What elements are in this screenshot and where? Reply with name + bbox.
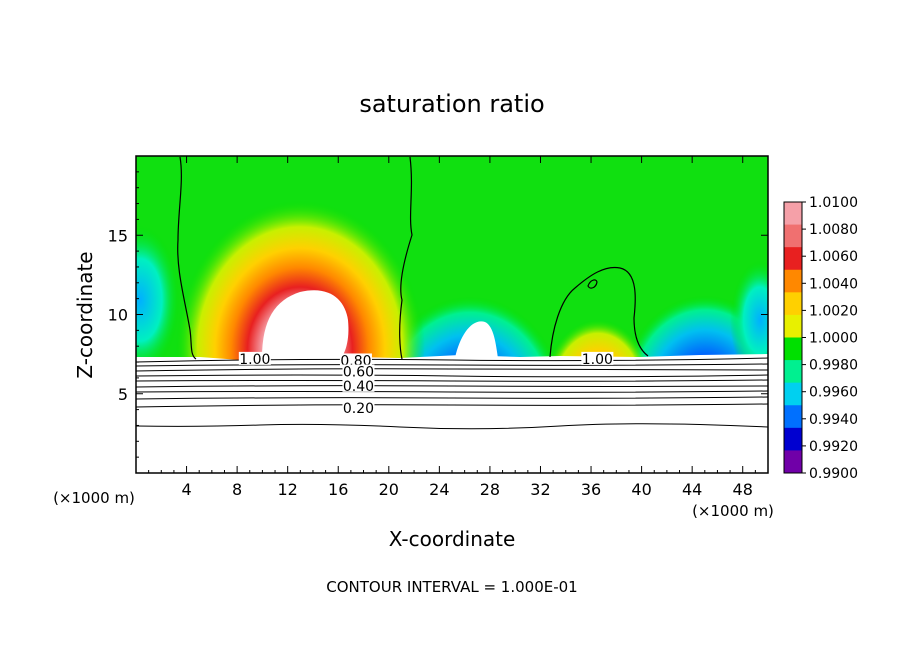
colorbar-swatch: [784, 337, 802, 361]
colorbar: 1.0100 1.0080 1.0060 1.0040 1.0020 1.0000 0.99…: [783, 195, 858, 482]
contour-label: 0.60: [343, 365, 374, 381]
colorbar-swatch: [784, 450, 802, 474]
saturated-core-1: [262, 290, 349, 358]
colorbar-tick-label: 1.0000: [809, 331, 858, 347]
x-unit-right: (×1000 m): [692, 502, 774, 520]
isoline-060: [136, 379, 768, 382]
contour-label-bg: [342, 378, 375, 392]
colorbar-swatch: [784, 202, 802, 226]
contour-label: 1.00: [582, 352, 613, 368]
colorbar-swatch: [784, 314, 802, 338]
saturation-contour-small: [587, 279, 598, 289]
isoline-020: [136, 403, 768, 408]
dry-region-far-right: [730, 260, 768, 380]
colorbar-swatch: [784, 360, 802, 384]
isoline-050: [136, 385, 768, 388]
colorbar-swatch: [784, 405, 802, 429]
saturation-contour-right: [549, 266, 649, 358]
x-axis: 4 8 12 16 20 24 28 32 36 40 44 48: [148, 156, 756, 499]
dry-region-left: [136, 225, 180, 375]
saturated-core-bump-1: [455, 321, 498, 358]
isoline-100: [136, 357, 768, 363]
y-tick-label: 10: [108, 306, 128, 325]
x-tick-label: 24: [429, 480, 449, 499]
colorbar-swatch: [784, 247, 802, 271]
isoline-layer: [136, 357, 768, 430]
isoline-080: [136, 368, 768, 372]
ground-layer: [136, 354, 768, 473]
contour-labels: 1.00 1.000.800.600.400.20: [238, 351, 614, 417]
contour-interval-note: CONTOUR INTERVAL = 1.000E-01: [326, 578, 577, 596]
contour-label: 0.20: [343, 401, 374, 417]
saturation-contour-left: [177, 156, 197, 360]
colorbar-swatch: [784, 269, 802, 293]
colorbar-swatch: [784, 224, 802, 248]
x-tick-label: 16: [328, 480, 348, 499]
x-axis-label: X-coordinate: [389, 527, 516, 551]
x-tick-label: 44: [682, 480, 702, 499]
y-tick-label: 15: [108, 226, 128, 245]
colorbar-tick-label: 0.9900: [809, 466, 858, 482]
chart-title: saturation ratio: [359, 90, 544, 118]
x-tick-label: 48: [733, 480, 753, 499]
y-axis: 5 10 15: [108, 171, 768, 458]
contour-label-bg: [342, 401, 375, 415]
colorbar-tick-label: 1.0060: [809, 249, 858, 265]
contour-label-bg: [238, 351, 271, 365]
colorbar-tick-label: 1.0040: [809, 276, 858, 292]
x-tick-label: 40: [631, 480, 651, 499]
isoline-090: [136, 363, 768, 367]
colorbar-swatch: [784, 427, 802, 451]
isoline-010: [136, 423, 768, 430]
colorbar-tick-label: 0.9920: [809, 439, 858, 455]
y-tick-label: 5: [118, 385, 128, 404]
colorbar-tick-label: 1.0100: [809, 195, 858, 211]
x-tick-label: 12: [278, 480, 298, 499]
colorbar-swatch: [784, 292, 802, 316]
x-tick-label: 4: [181, 480, 191, 499]
x-tick-label: 36: [581, 480, 601, 499]
contour-label-bg: [581, 351, 614, 365]
colorbar-tick-label: 1.0020: [809, 303, 858, 319]
x-unit-left: (×1000 m): [53, 489, 135, 507]
colorbar-swatch: [784, 382, 802, 406]
x-tick-label: 20: [379, 480, 399, 499]
x-tick-label: 32: [530, 480, 550, 499]
saturation-contour-mid: [399, 156, 413, 360]
colorbar-tick-label: 1.0080: [809, 222, 858, 238]
plot-area: [136, 156, 768, 473]
isoline-070: [136, 374, 768, 378]
colorbar-tick-label: 0.9940: [809, 412, 858, 428]
saturation-contours: [177, 156, 649, 360]
x-tick-label: 8: [232, 480, 242, 499]
colorbar-tick-label: 0.9960: [809, 385, 858, 401]
y-axis-label: Z-coordinate: [73, 251, 97, 378]
isoline-030: [136, 396, 768, 400]
contour-label: 0.40: [343, 379, 374, 395]
x-tick-label: 28: [480, 480, 500, 499]
contour-label-bg: [342, 364, 375, 378]
isoline-040: [136, 390, 768, 393]
colorbar-tick-label: 0.9980: [809, 358, 858, 374]
contour-label: 1.00: [239, 352, 270, 368]
contour-label-bg: [339, 353, 372, 367]
